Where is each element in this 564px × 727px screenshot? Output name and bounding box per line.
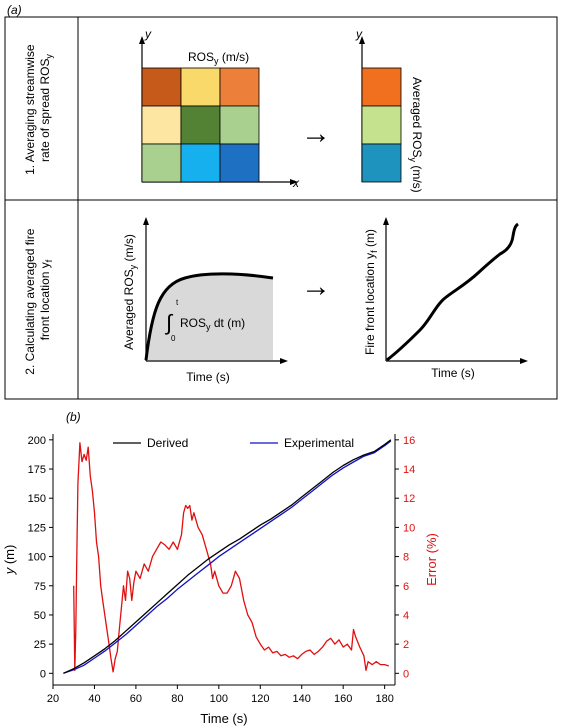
ros-graph-x-arrowhead (280, 358, 288, 364)
integral-upper: t (176, 298, 179, 307)
right-tick-label: 10 (403, 522, 415, 534)
chart-legend: Derived Experimental (113, 436, 354, 450)
row2-arrow: → (301, 270, 331, 303)
grid-cell (141, 143, 182, 183)
y-tick-label: 25 (34, 639, 46, 651)
grid-cell (141, 67, 182, 107)
x-axis-label: Time (s) (200, 711, 247, 726)
y-tick-label: 150 (28, 493, 46, 505)
avg-cell (361, 67, 402, 107)
avg-y-arrowhead (359, 36, 365, 44)
avg-cell (361, 143, 402, 183)
right-tick-label: 8 (403, 552, 409, 564)
row2-step-sub: f (44, 259, 54, 262)
error-chart: 20 40 60 80 100 120 140 160 18002550751001251501… (2, 434, 439, 726)
grid-cell (180, 67, 221, 107)
y-tick-label: 50 (34, 610, 46, 622)
right-tick-label: 12 (403, 493, 415, 505)
chart-series (63, 439, 392, 674)
chart-axes: 20 40 60 80 100 120 140 160 18002550751001251501… (28, 434, 415, 705)
integral-sign: ∫ (164, 310, 174, 335)
y-tick-label: 125 (28, 522, 46, 534)
integral-lower: 0 (171, 334, 176, 343)
row1-step-line2: rate of spread ROS (38, 59, 52, 162)
y-tick-label: 200 (28, 435, 46, 447)
legend-label: Experimental (284, 436, 354, 450)
x-tick-label: 140 (293, 693, 311, 705)
ros-grid (141, 67, 260, 183)
integral-area (146, 273, 273, 360)
avg-y-axis-label: y (355, 27, 363, 41)
row1-step-sub: y (44, 54, 54, 59)
right-tick-label: 6 (403, 581, 409, 593)
y-tick-label: 175 (28, 464, 46, 476)
legend-label: Derived (147, 436, 188, 450)
y-axis-label: y (m) (2, 545, 17, 576)
x-tick-label: 180 (375, 693, 393, 705)
right-tick-label: 4 (403, 610, 409, 622)
grid-y-arrowhead (139, 36, 145, 44)
grid-cell (219, 143, 260, 183)
row1-arrow: → (301, 117, 331, 150)
ros-graph-ylabel: Averaged ROSy (m/s) (122, 234, 138, 350)
x-tick-label: 40 (88, 693, 100, 705)
x-tick-label: 160 (334, 693, 352, 705)
front-graph-ylabel: Fire front location yf (m) (363, 229, 379, 355)
right-tick-label: 0 (403, 668, 409, 680)
x-tick-label: 20 (47, 693, 59, 705)
right-tick-label: 14 (403, 464, 415, 476)
ros-curve (144, 272, 274, 361)
panel-b-label: (b) (66, 410, 81, 424)
row1-step-label: 1. Averaging streamwise rate of spread R… (23, 41, 54, 175)
row1-step-line1: 1. Averaging streamwise (23, 44, 37, 175)
x-tick-label: 60 (130, 693, 142, 705)
y-tick-label: 75 (34, 581, 46, 593)
grid-cell (180, 105, 221, 145)
panel-a-frame (4, 16, 558, 400)
grid-cell (180, 143, 221, 183)
y-tick-label: 0 (40, 668, 46, 680)
grid-title: ROSy (m/s) (188, 50, 249, 66)
row2-step-label: 2. Calculating averaged fire front locat… (23, 225, 54, 374)
grid-cell (141, 105, 182, 145)
averaged-column (361, 67, 402, 183)
front-graph-y-arrowhead (383, 217, 389, 225)
x-tick-label: 120 (251, 693, 269, 705)
right-tick-label: 2 (403, 639, 409, 651)
avg-cell (361, 105, 402, 145)
front-graph-x-arrowhead (520, 358, 528, 364)
panel-a-label: (a) (7, 3, 22, 17)
right-axis-label: Error (%) (424, 533, 439, 586)
front-graph-xlabel: Time (s) (431, 366, 475, 380)
ros-graph-y-arrowhead (143, 217, 149, 225)
front-location-curve (386, 222, 519, 362)
x-tick-label: 100 (210, 693, 228, 705)
series-experimental-line (63, 440, 392, 674)
grid-x-axis-label: x (292, 176, 300, 190)
panel-a-diagram: 1. Averaging streamwise rate of spread R… (4, 16, 558, 400)
ros-graph-xlabel: Time (s) (186, 370, 230, 384)
grid-cell (219, 67, 260, 107)
avg-ros-label: Averaged ROSy (m/s) (408, 77, 424, 193)
x-tick-label: 80 (171, 693, 183, 705)
y-tick-label: 100 (28, 552, 46, 564)
integral-expression: ROSy dt (m) (180, 316, 245, 332)
series-derived-line (63, 439, 392, 674)
grid-y-axis-label: y (144, 27, 152, 41)
grid-cell (219, 105, 260, 145)
row2-step-line1: 2. Calculating averaged fire (23, 228, 37, 374)
row2-step-line2: front location y (38, 262, 52, 340)
series-error-line (73, 442, 390, 673)
grid-x-arrowhead (290, 179, 298, 185)
right-tick-label: 16 (403, 435, 415, 447)
